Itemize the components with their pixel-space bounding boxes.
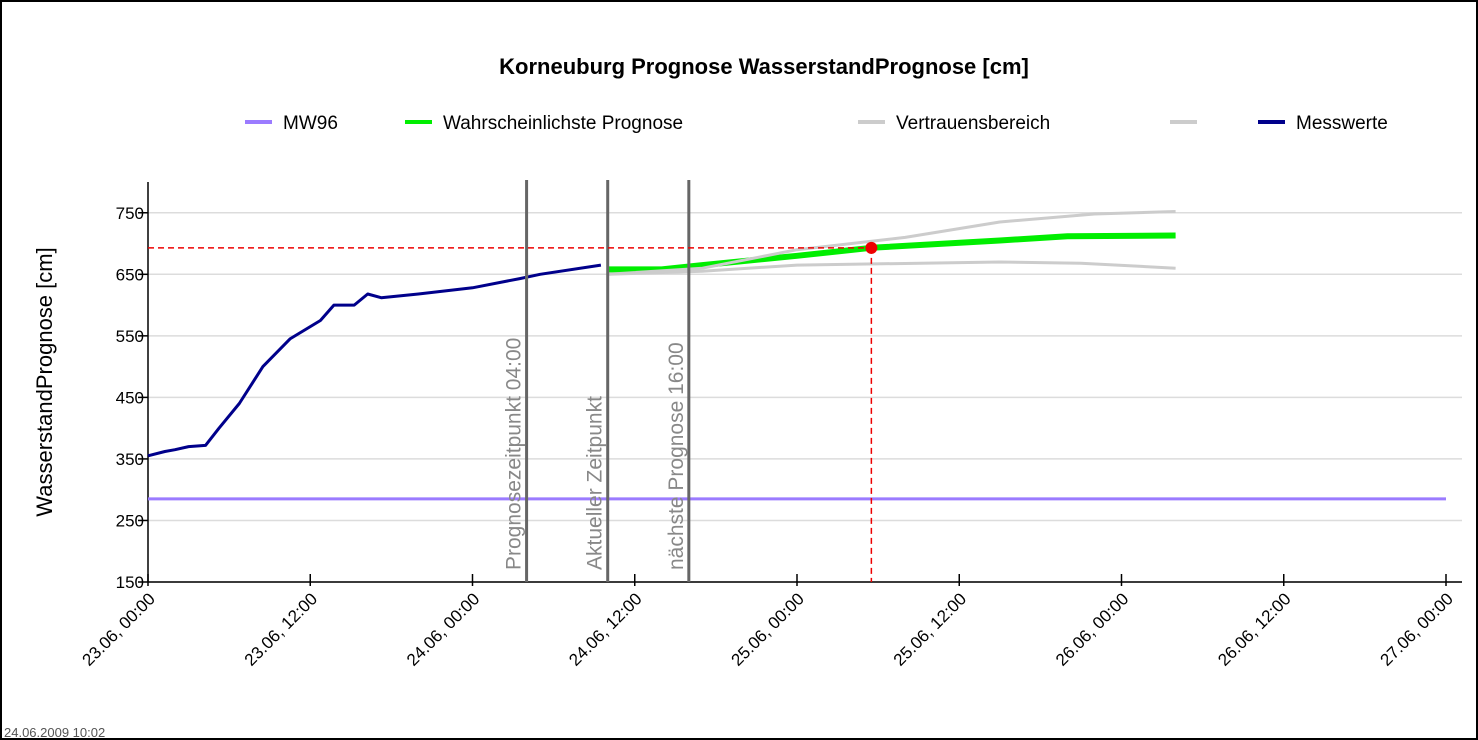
series-line bbox=[607, 210, 1176, 276]
y-tick-label: 650 bbox=[116, 265, 144, 284]
series-line bbox=[147, 263, 602, 458]
y-tick-label: 550 bbox=[116, 327, 144, 346]
y-tick-label: 450 bbox=[116, 388, 144, 407]
y-axis-label: WasserstandPrognose [cm] bbox=[32, 247, 57, 516]
chart-title: Korneuburg Prognose WasserstandPrognose … bbox=[499, 54, 1029, 79]
legend-label: Wahrscheinlichste Prognose bbox=[443, 113, 683, 134]
marker-point bbox=[865, 241, 878, 254]
vertical-line-label: nächste Prognose 16:00 bbox=[665, 342, 688, 570]
series-line bbox=[607, 260, 1176, 276]
legend-label: Vertrauensbereich bbox=[896, 113, 1050, 134]
y-tick-label: 150 bbox=[116, 573, 144, 592]
legend-label: MW96 bbox=[283, 113, 338, 134]
y-tick-label: 250 bbox=[116, 511, 144, 530]
y-tick-label: 350 bbox=[116, 450, 144, 469]
legend-label: Messwerte bbox=[1296, 113, 1388, 134]
series-line bbox=[607, 232, 1176, 273]
vertical-line-label: Prognosezeitpunkt 04:00 bbox=[503, 338, 526, 570]
y-tick-label: 750 bbox=[116, 204, 144, 223]
vertical-line-label: Aktueller Zeitpunkt bbox=[584, 396, 607, 570]
footer: 24.06.2009 10:02 bbox=[4, 725, 105, 740]
